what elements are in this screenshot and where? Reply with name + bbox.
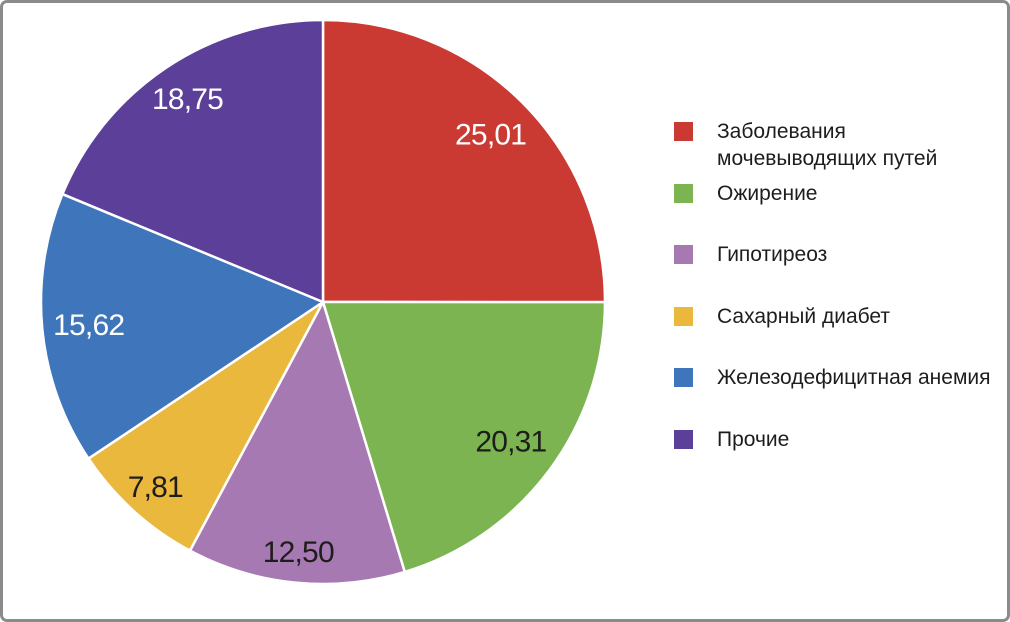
legend-label: Железодефицитная анемия	[717, 366, 991, 389]
pie-slice-3	[188, 300, 406, 586]
pie-slice-2	[321, 300, 607, 574]
pie-slice-1	[321, 18, 607, 304]
legend-item-2: Ожирение	[674, 182, 817, 207]
legend-label: Прочие	[717, 427, 790, 451]
legend-label: Ожирение	[717, 181, 818, 205]
legend-swatch	[674, 183, 693, 203]
slice-value-label: 25,01	[455, 119, 526, 152]
slice-value-label: 12,50	[263, 536, 334, 569]
legend-item-3: Гипотиреоз	[674, 243, 827, 268]
pie-slice-5	[39, 192, 325, 460]
pie-chart: 25,01 20,31 12,50 7,81 15,62 18,75	[39, 18, 607, 586]
legend-label: Сахарный диабет	[717, 304, 891, 328]
legend-label: Гипотиреоз	[717, 243, 828, 266]
legend-item-5: Железодефицитная анемия	[674, 366, 991, 391]
legend-swatch	[674, 429, 693, 449]
legend-swatch	[674, 122, 693, 141]
legend-item-4: Сахарный диабет	[674, 305, 890, 330]
legend-item-1: Заболевания мочевыводящих путей	[674, 120, 937, 172]
pie-slice-6	[61, 18, 325, 304]
chart-legend: Заболевания мочевыводящих путей Ожирение Ги…	[674, 120, 1004, 542]
slice-value-label: 18,75	[152, 83, 223, 116]
legend-swatch	[674, 306, 693, 326]
slice-value-label: 7,81	[128, 471, 183, 504]
slice-value-label: 15,62	[53, 309, 124, 342]
slice-value-label: 20,31	[475, 426, 546, 459]
legend-item-6: Прочие	[674, 428, 789, 453]
legend-label: Заболевания мочевыводящих путей	[717, 120, 938, 170]
legend-swatch	[674, 368, 693, 387]
legend-swatch	[674, 245, 693, 264]
pie-slice-4	[87, 300, 325, 552]
